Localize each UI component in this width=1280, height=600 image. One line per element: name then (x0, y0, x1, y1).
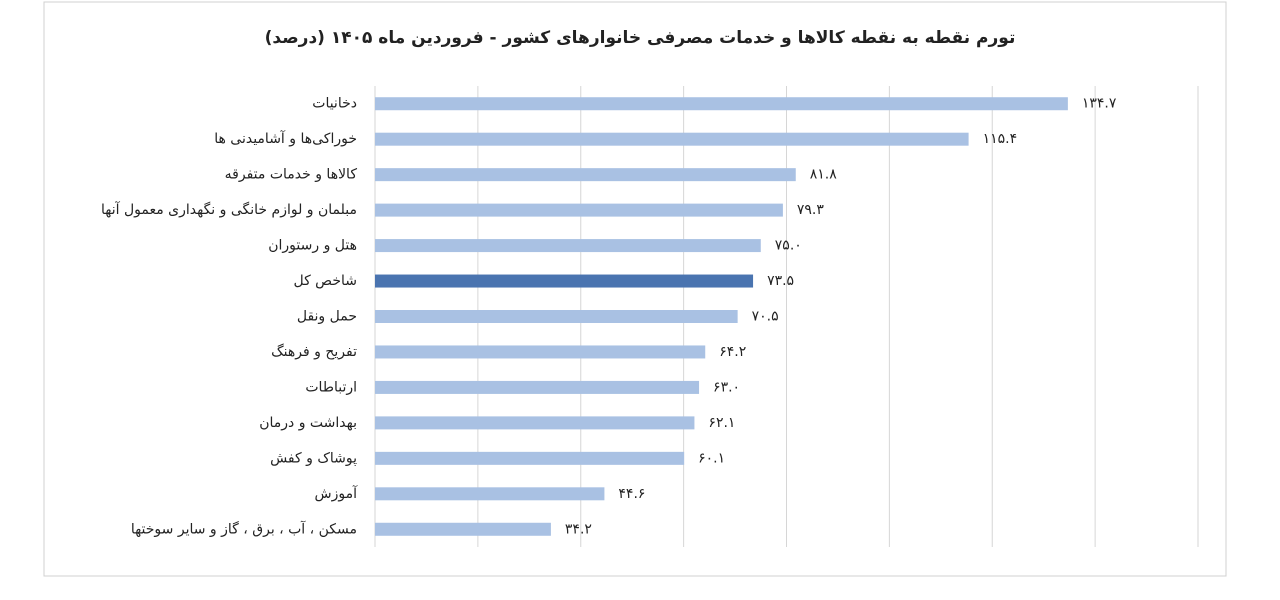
value-label: ۳۴.۲ (565, 521, 592, 537)
category-label: دخانیات (312, 96, 357, 112)
value-label: ۱۱۵.۴ (983, 131, 1018, 147)
category-label: حمل ونقل (297, 309, 357, 325)
category-label: هتل و رستوران (268, 238, 357, 254)
chart-title: تورم نقطه به نقطه کالاها و خدمات مصرفی خ… (265, 28, 1016, 48)
value-label: ۶۰.۱ (698, 450, 725, 466)
bar (375, 203, 783, 217)
category-label: مسکن ، آب ، برق ، گاز و سایر سوختها (131, 520, 357, 537)
bar (375, 310, 738, 323)
category-label: شاخص کل (293, 273, 357, 289)
category-label: کالاها و خدمات متفرقه (225, 167, 358, 183)
value-label: ۶۴.۲ (719, 344, 746, 360)
value-label: ۴۴.۶ (618, 486, 645, 502)
bar (375, 345, 706, 359)
value-label: ۶۳.۰ (713, 379, 740, 395)
value-label: ۷۵.۰ (775, 238, 802, 254)
value-label: ۸۱.۸ (810, 167, 837, 183)
bar (375, 487, 605, 501)
value-label: ۱۳۴.۷ (1082, 96, 1117, 112)
category-label: آموزش (315, 485, 359, 502)
value-label: ۷۳.۵ (767, 273, 794, 289)
bar (375, 380, 700, 394)
value-label: ۶۲.۱ (708, 415, 735, 431)
category-label: پوشاک و کفش (270, 450, 357, 466)
bar (375, 97, 1068, 111)
bar (375, 168, 796, 182)
category-label: بهداشت و درمان (259, 415, 357, 431)
category-label: خوراکی‌ها و آشامیدنی ها (214, 130, 357, 147)
bar (375, 239, 761, 253)
category-label: مبلمان و لوازم خانگی و نگهداری معمول آنه… (101, 201, 357, 218)
bar (375, 451, 685, 465)
bar (375, 132, 969, 146)
value-label: ۷۰.۵ (752, 309, 779, 325)
category-label: تفریح و فرهنگ (271, 343, 357, 360)
bar (375, 416, 695, 430)
bar (375, 274, 754, 288)
category-label: ارتباطات (305, 379, 357, 395)
bar (375, 522, 551, 536)
value-label: ۷۹.۳ (797, 202, 824, 218)
